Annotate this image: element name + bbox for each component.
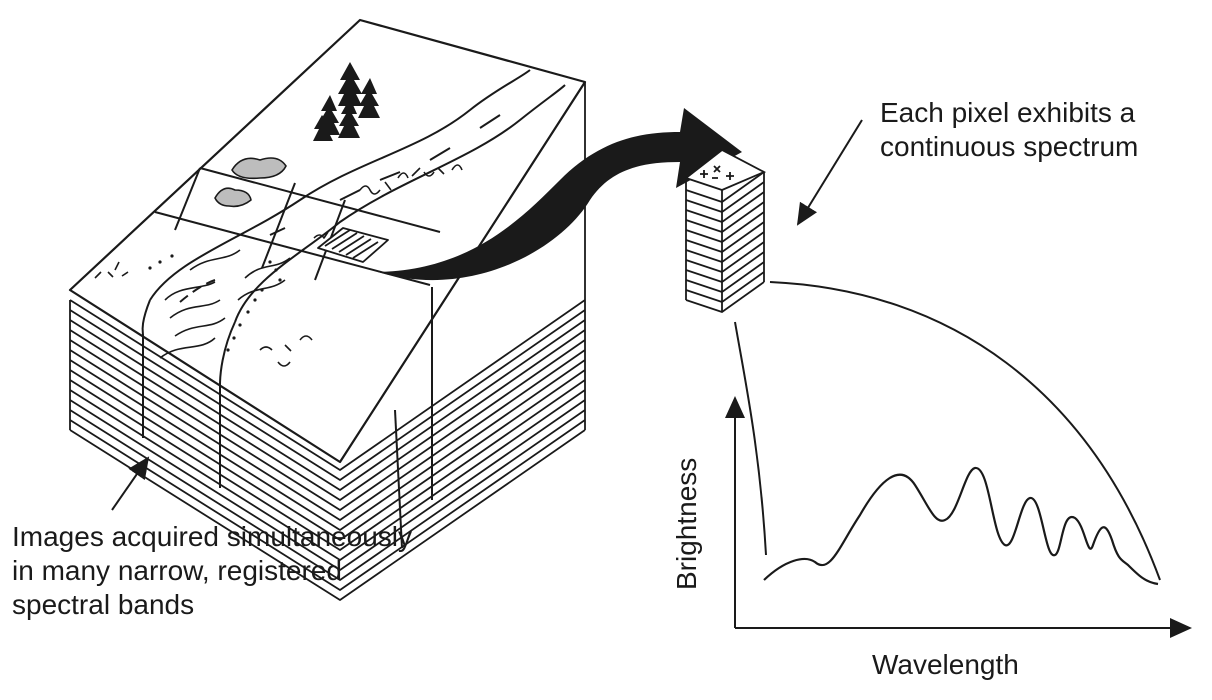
- spectrum-curve: [763, 466, 1159, 586]
- image-cube: [68, 18, 587, 601]
- rocks: [214, 157, 287, 208]
- selected-pixel: [317, 227, 389, 263]
- cube-caption-line-3: spectral bands: [12, 589, 195, 620]
- field-marks: [159, 249, 291, 359]
- river-front: [141, 299, 236, 386]
- y-axis-label: Brightness: [671, 457, 702, 590]
- trees: [313, 62, 380, 141]
- funnel-right: [769, 281, 1161, 581]
- funnel-left: [734, 321, 767, 556]
- x-axis-label: Wavelength: [872, 649, 1019, 680]
- pixel-stack-top: [684, 148, 767, 191]
- pointer-to-pixel: [796, 119, 863, 226]
- pixel-stack: [684, 148, 767, 313]
- pointer-to-cube: [111, 456, 150, 511]
- curved-arrow: [378, 108, 742, 281]
- pixel-caption-line-1: Each pixel exhibits a: [880, 97, 1136, 128]
- pixel-caption-line-2: continuous spectrum: [880, 131, 1139, 162]
- pixel-column-cuts: [142, 287, 433, 549]
- pixel-stack-marks-icon: [700, 165, 734, 180]
- spectrum-chart: [725, 281, 1192, 638]
- cube-caption-line-1: Images acquired simultaneously: [12, 521, 412, 552]
- cube-caption: Images acquired simultaneously in many n…: [12, 520, 412, 622]
- river: [149, 69, 566, 323]
- vegetation-marks: [94, 164, 463, 367]
- band-layers: [69, 82, 586, 601]
- pixel-caption: Each pixel exhibits a continuous spectru…: [880, 96, 1138, 164]
- shoreline-dots: [148, 254, 282, 352]
- cube-caption-line-2: in many narrow, registered: [12, 555, 342, 586]
